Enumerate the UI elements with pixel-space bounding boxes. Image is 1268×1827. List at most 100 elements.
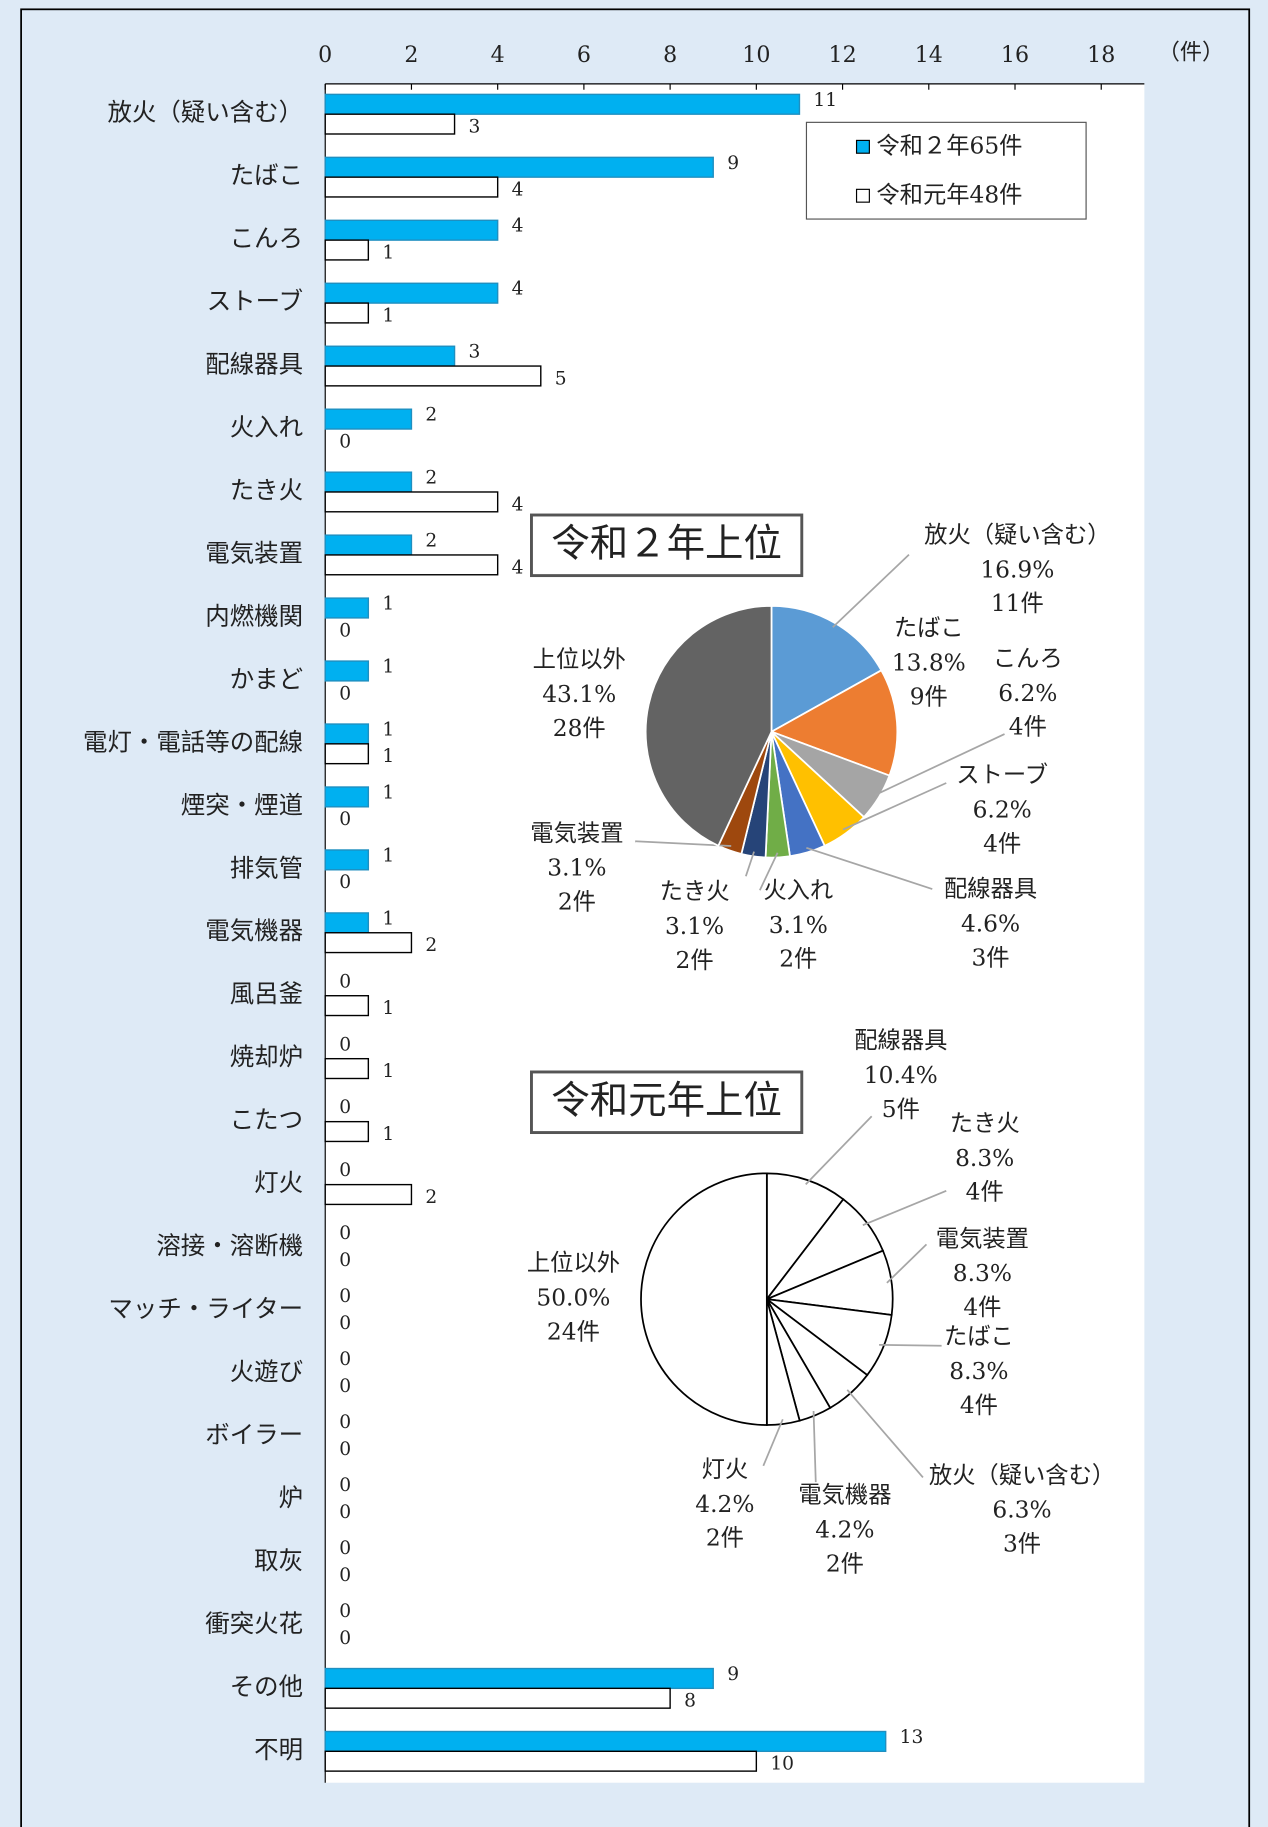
data-label: 0 [339,1628,351,1649]
slice-name: たき火 [660,878,730,905]
x-tick-label: 12 [828,42,856,68]
leader-line [832,553,910,628]
category-label: 配線器具 [205,350,303,379]
bar [324,534,413,556]
data-label: 0 [339,1376,351,1397]
x-tick-label: 8 [663,42,677,68]
data-label: 9 [727,153,739,174]
pie-slice [769,669,899,777]
slice-count: 4件 [1009,714,1047,741]
data-label: 1 [382,305,394,326]
bar [324,156,714,178]
category-label: こたつ [230,1105,303,1134]
x-tick-label: 10 [742,42,770,68]
leader-line [805,1115,873,1186]
bar [324,932,413,954]
slice-name: 火入れ [763,877,833,904]
data-label: 0 [339,809,351,830]
data-label: 4 [512,216,524,237]
slice-name: 灯火 [702,1456,749,1483]
slice-percent: 8.3% [949,1358,1008,1385]
bar [324,345,456,367]
data-label: 0 [339,620,351,641]
data-label: 1 [382,1124,394,1145]
data-label: 0 [339,1439,351,1460]
data-label: 4 [512,494,524,515]
category-label: 衝突火花 [205,1609,303,1638]
slice-percent: 50.0% [536,1285,610,1312]
slice-count: 4件 [966,1179,1004,1206]
bar [324,1730,887,1753]
category-label: こんろ [230,224,303,253]
bar [324,491,499,513]
slice-name: 上位以外 [533,646,626,673]
data-label: 4 [512,557,524,578]
category-label: 火入れ [230,413,303,442]
bar [324,849,370,871]
leader-line [874,733,1005,796]
category-label: かまど [230,664,303,693]
bar [324,1750,758,1772]
slice-count: 28件 [553,715,606,742]
category-label: マッチ・ライター [108,1294,303,1323]
bar [324,219,499,241]
category-label: たき火 [230,475,303,504]
legend-marker [855,139,870,154]
pie-title: 令和元年上位 [551,1078,782,1123]
leader-line [846,1389,924,1479]
data-label: 2 [425,468,437,489]
slice-percent: 3.1% [665,913,724,940]
category-label: 風呂釜 [230,979,303,1008]
bar [324,660,370,682]
slice-percent: 3.1% [769,912,828,939]
slice-percent: 43.1% [542,681,616,708]
pie-slice [770,605,883,734]
slice-count: 2件 [676,947,714,974]
bar [324,1120,370,1143]
data-label: 0 [339,1160,351,1181]
slice-percent: 6.3% [992,1497,1051,1524]
category-label: たばこ [230,161,303,190]
data-label: 0 [339,971,351,992]
slice-percent: 8.3% [955,1145,1014,1172]
data-label: 0 [339,872,351,893]
data-label: 0 [339,1097,351,1118]
leader-line [762,1418,784,1467]
bar [324,1687,671,1709]
slice-percent: 4.6% [961,911,1020,938]
data-label: 8 [684,1691,696,1712]
legend-box [805,121,1087,220]
bar [324,471,413,493]
leader-line [745,851,755,877]
category-label: 煙突・煙道 [181,790,303,819]
slice-name: 放火（疑い含む） [924,521,1110,548]
data-label: 0 [339,1313,351,1334]
data-label: 9 [727,1664,739,1685]
slice-percent: 4.2% [815,1517,874,1544]
category-label: 内燃機関 [205,601,303,630]
data-label: 2 [425,1187,437,1208]
category-label: 炉 [279,1483,303,1512]
slice-count: 4件 [963,1294,1001,1321]
bar [324,93,801,115]
pie-slice [644,605,773,847]
category-label: その他 [230,1672,303,1701]
data-label: 3 [469,342,481,363]
slice-name: 電気装置 [530,820,623,847]
leader-line [812,1410,817,1483]
slice-count: 9件 [910,683,948,710]
slice-name: 電気装置 [936,1225,1029,1252]
bar [324,786,370,808]
data-label: 11 [813,90,837,111]
bar [324,302,370,324]
slice-name: 電気機器 [798,1482,891,1509]
slice-name: たばこ [894,615,964,642]
legend-marker [855,188,870,203]
legend-label: 令和元年48件 [876,181,1022,208]
leader-line [842,782,947,831]
data-label: 1 [382,998,394,1019]
data-label: 1 [382,845,394,866]
slice-percent: 16.9% [980,556,1054,583]
